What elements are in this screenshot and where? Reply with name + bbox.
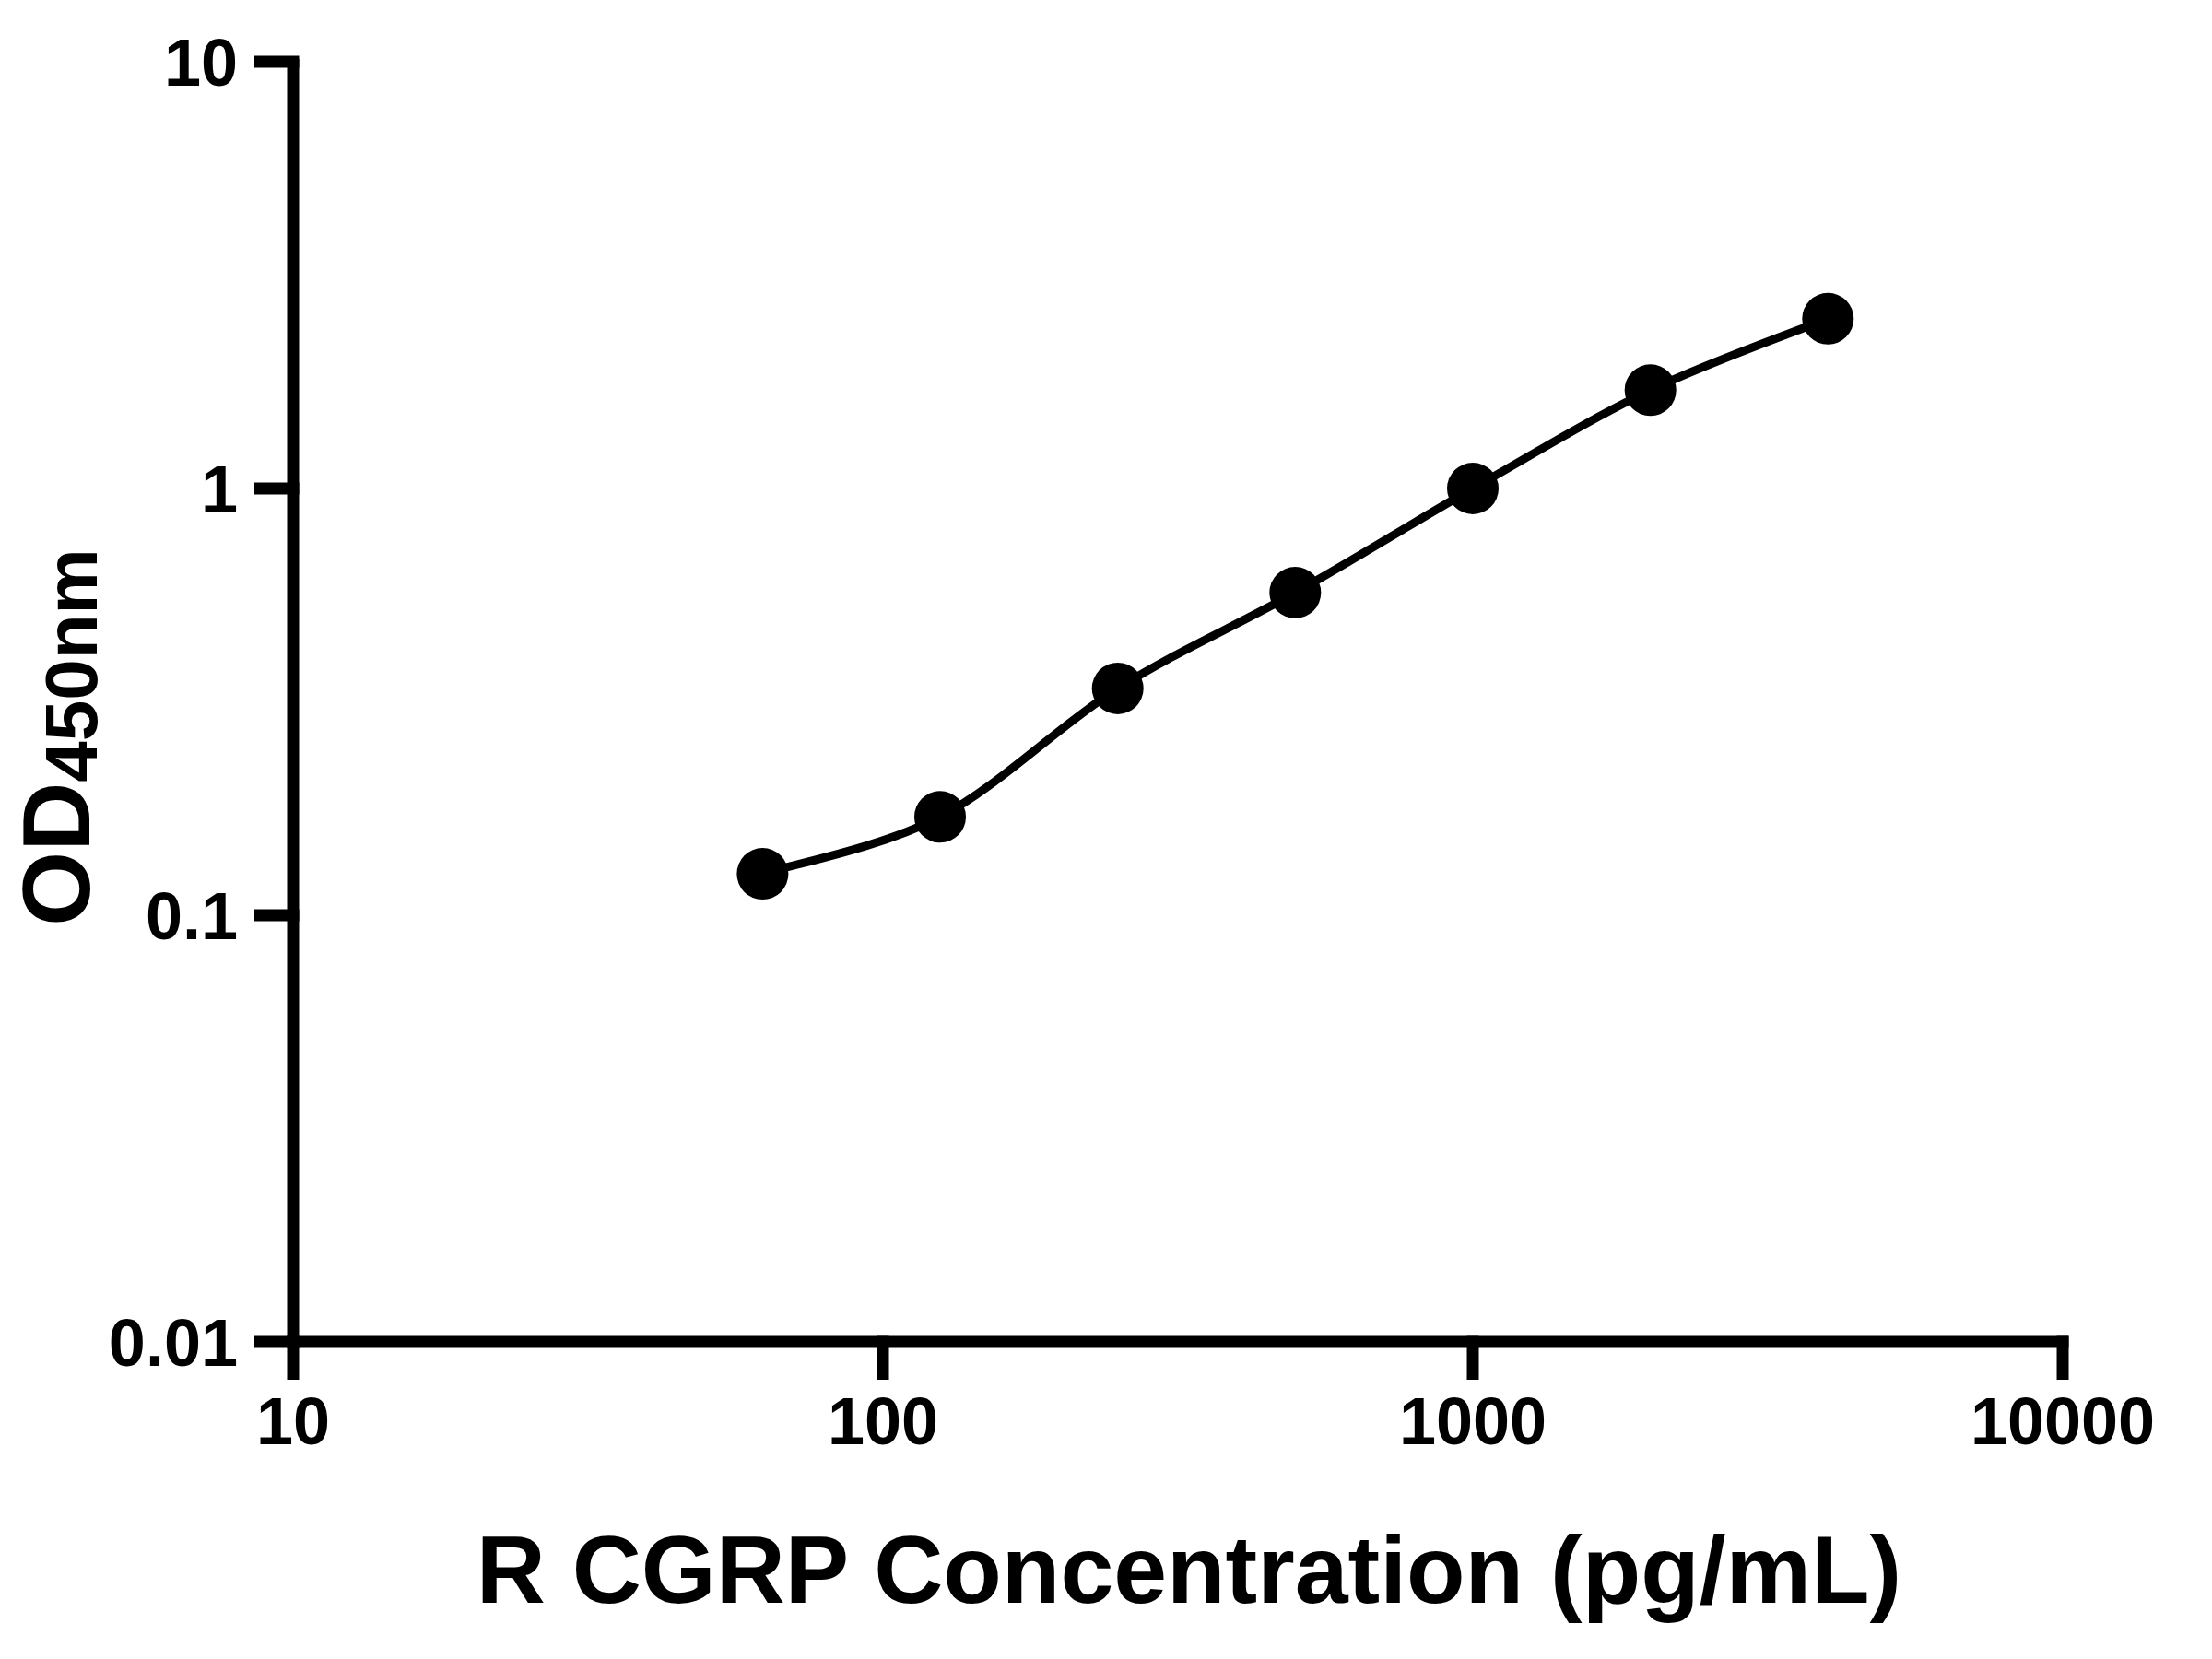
x-tick-label: 10000: [1971, 1388, 2155, 1454]
y-axis-title-subscript: 450nm: [30, 548, 112, 782]
x-tick-label: 100: [828, 1388, 938, 1454]
data-point-marker: [914, 791, 966, 842]
y-tick-label: 0.1: [146, 883, 238, 949]
elisa-standard-curve-figure: 10 1 0.1 0.01 10 100 1000 10000 OD450nm R CGRP…: [0, 0, 2212, 1659]
plot-area: [0, 0, 2212, 1659]
x-axis-title: R CGRP Concentration (pg/mL): [477, 1520, 1902, 1620]
data-point-marker: [1625, 364, 1677, 416]
data-point-marker: [1269, 567, 1321, 618]
data-point-marker: [1447, 463, 1499, 514]
data-point-marker: [1802, 293, 1853, 345]
y-axis-title-main: OD: [3, 782, 110, 926]
y-axis-title: OD450nm: [6, 548, 111, 925]
y-tick-label: 1: [201, 456, 238, 523]
data-point-marker: [1092, 663, 1144, 714]
y-tick-label: 0.01: [109, 1310, 238, 1376]
x-tick-label: 1000: [1399, 1388, 1547, 1454]
data-point-marker: [736, 848, 788, 900]
x-tick-label: 10: [256, 1388, 330, 1454]
y-tick-label: 10: [164, 29, 238, 96]
